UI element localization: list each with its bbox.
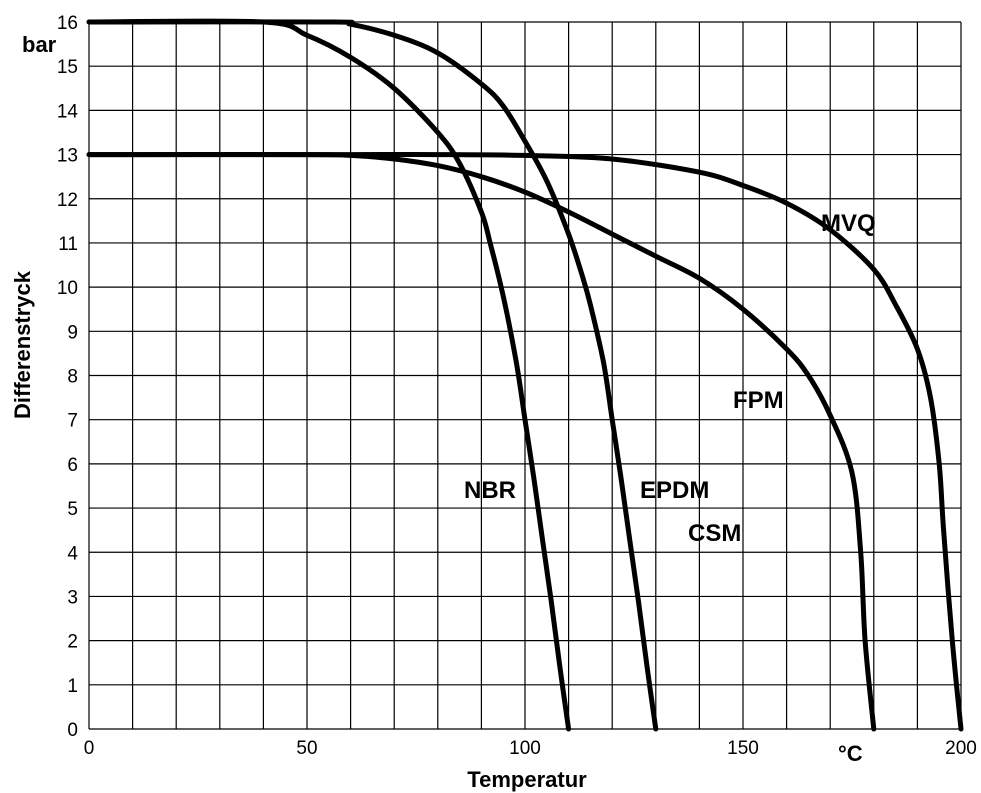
y-tick-label: 0 (67, 720, 78, 741)
y-tick-label: 11 (58, 234, 78, 255)
x-tick-label: 0 (84, 738, 95, 759)
y-tick-label: 6 (67, 455, 78, 476)
series-label-nbr: NBR (464, 477, 516, 504)
y-tick-label: 16 (57, 13, 78, 34)
x-tick-label: 150 (727, 738, 759, 759)
y-tick-label: 10 (57, 278, 78, 299)
series-label-epdm: EPDM (640, 477, 709, 504)
y-tick-label: 7 (67, 411, 78, 432)
y-tick-label: 13 (57, 146, 78, 167)
series-label-csm: CSM (688, 520, 741, 547)
y-tick-label: 9 (67, 322, 78, 343)
y-unit-label: bar (22, 32, 57, 57)
y-tick-label: 15 (57, 57, 78, 78)
x-axis-title: Temperatur (467, 767, 587, 792)
x-unit-label: °C (838, 741, 863, 766)
y-tick-label: 8 (67, 367, 78, 388)
y-tick-label: 5 (67, 499, 78, 520)
y-tick-label: 14 (57, 101, 79, 122)
y-axis-title: Differenstryck (10, 270, 35, 419)
y-tick-label: 12 (57, 190, 78, 211)
y-tick-label: 4 (67, 543, 78, 564)
y-tick-label: 3 (67, 587, 78, 608)
y-tick-label: 2 (67, 632, 78, 653)
grid (89, 22, 961, 729)
y-tick-label: 1 (67, 676, 78, 697)
x-tick-label: 50 (296, 738, 317, 759)
x-tick-label: 200 (945, 738, 977, 759)
series-label-fpm: FPM (733, 387, 784, 414)
series-label-mvq: MVQ (821, 210, 876, 237)
x-tick-label: 100 (509, 738, 541, 759)
